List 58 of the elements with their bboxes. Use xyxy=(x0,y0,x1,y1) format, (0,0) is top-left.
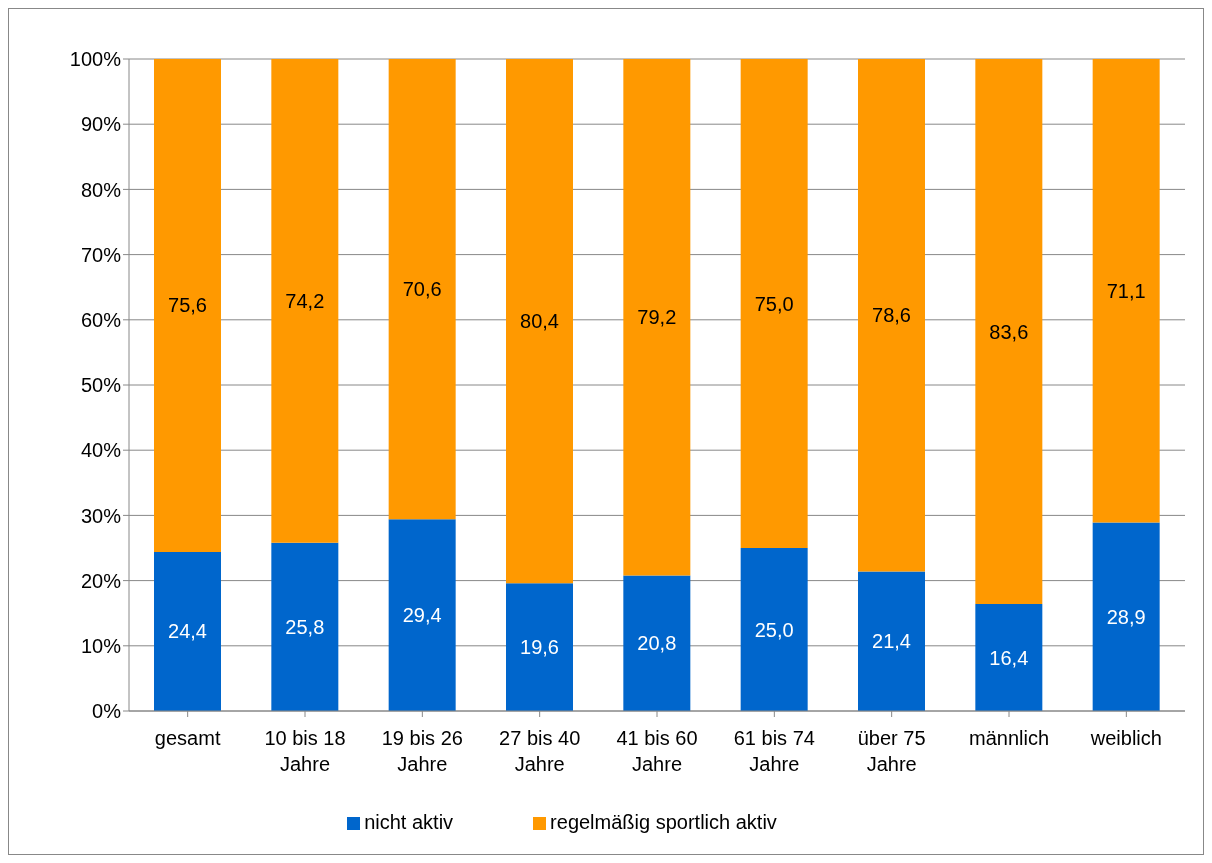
x-tick-label: männlich xyxy=(968,727,1050,749)
bar xyxy=(740,548,808,711)
y-tick-label: 60% xyxy=(80,308,122,331)
bar xyxy=(1092,522,1160,711)
bar xyxy=(388,519,456,711)
data-label: 80,4 xyxy=(520,310,559,333)
bar xyxy=(388,59,456,520)
data-label: 25,0 xyxy=(754,618,794,641)
y-tick-label: 20% xyxy=(80,569,122,592)
data-label: 21,4 xyxy=(872,630,911,653)
data-label: 75,6 xyxy=(168,294,207,317)
data-label: 71,1 xyxy=(1106,279,1146,302)
data-label: 19,6 xyxy=(520,636,559,659)
x-tick-label: 10 bis 18 Jahre xyxy=(264,727,346,775)
bar xyxy=(975,59,1043,605)
bar xyxy=(858,571,925,711)
y-tick-label: 10% xyxy=(80,634,122,657)
bar xyxy=(271,542,339,711)
bar xyxy=(154,59,221,552)
data-label: 20,8 xyxy=(637,632,677,655)
x-tick-label: 61 bis 74 Jahre xyxy=(733,727,815,775)
y-tick-label: 90% xyxy=(80,113,122,136)
legend-label: nicht aktiv xyxy=(364,811,454,833)
bar xyxy=(271,59,339,543)
y-tick-label: 0% xyxy=(92,700,122,723)
legend-label: regelmäßig sportlich aktiv xyxy=(550,811,777,833)
data-label: 79,2 xyxy=(637,306,677,329)
bar xyxy=(1092,59,1160,523)
data-label: 75,0 xyxy=(754,292,794,315)
y-tick-label: 70% xyxy=(80,243,122,266)
bar xyxy=(154,551,221,711)
bar xyxy=(858,59,925,572)
y-tick-label: 30% xyxy=(80,504,122,527)
data-label: 70,6 xyxy=(402,278,442,301)
bar xyxy=(623,575,691,711)
x-tick-label: 41 bis 60 Jahre xyxy=(616,727,698,775)
bar xyxy=(506,59,573,584)
data-label: 29,4 xyxy=(402,604,442,627)
data-label: 24,4 xyxy=(168,620,207,643)
data-label: 83,6 xyxy=(989,320,1029,343)
bar xyxy=(740,59,808,548)
bar xyxy=(975,604,1043,711)
x-tick-label: weiblich xyxy=(1089,727,1162,749)
data-label: 25,8 xyxy=(285,615,325,638)
bar xyxy=(623,59,691,576)
bar xyxy=(506,583,573,711)
x-tick-label: 27 bis 40 Jahre xyxy=(499,727,581,775)
y-tick-label: 100% xyxy=(69,48,122,71)
data-label: 28,9 xyxy=(1106,605,1146,628)
x-tick-label: 19 bis 26 Jahre xyxy=(381,727,463,775)
x-tick-label: über 75 Jahre xyxy=(857,727,926,775)
y-tick-label: 40% xyxy=(80,439,122,462)
y-tick-label: 50% xyxy=(80,374,122,397)
data-label: 16,4 xyxy=(989,646,1029,669)
y-tick-label: 80% xyxy=(80,178,122,201)
data-label: 78,6 xyxy=(872,304,911,327)
x-tick-label: gesamt xyxy=(154,727,221,749)
data-label: 74,2 xyxy=(285,289,325,312)
